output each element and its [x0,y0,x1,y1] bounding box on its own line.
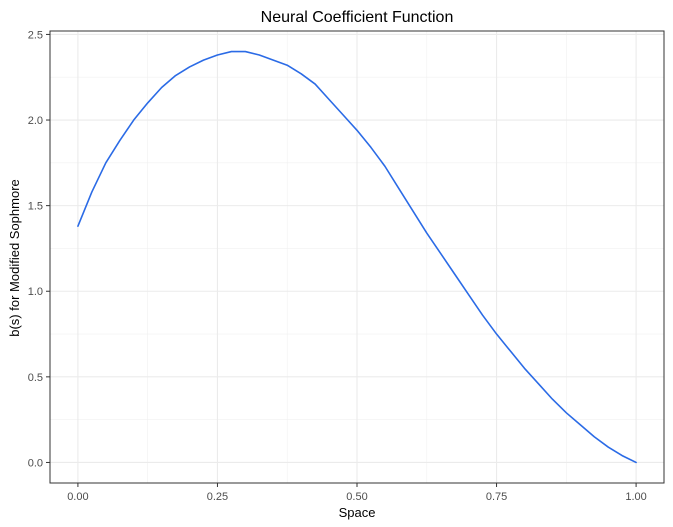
chart-title: Neural Coefficient Function [261,9,454,26]
series-line [77,50,637,464]
x-tick-label: 0.25 [207,491,228,503]
x-axis: 0.00 0.25 0.50 0.75 1.00 [67,483,647,503]
y-tick-label: 1.0 [28,286,43,298]
x-axis-title: Space [339,505,376,520]
y-tick-label: 0.0 [28,457,43,469]
x-tick-label: 0.50 [346,491,367,503]
grid [50,31,664,483]
y-tick-label: 1.5 [28,201,43,213]
series [77,50,637,464]
y-axis-title: b(s) for Modified Sophmore [7,179,22,337]
x-tick-label: 1.00 [625,491,646,503]
x-tick-label: 0.00 [67,491,88,503]
y-axis: 0.0 0.5 1.0 1.5 2.0 2.5 [28,29,50,469]
y-tick-label: 2.0 [28,115,43,127]
y-tick-label: 2.5 [28,29,43,41]
plot-panel [49,30,665,484]
y-tick-label: 0.5 [28,372,43,384]
x-tick-label: 0.75 [486,491,507,503]
